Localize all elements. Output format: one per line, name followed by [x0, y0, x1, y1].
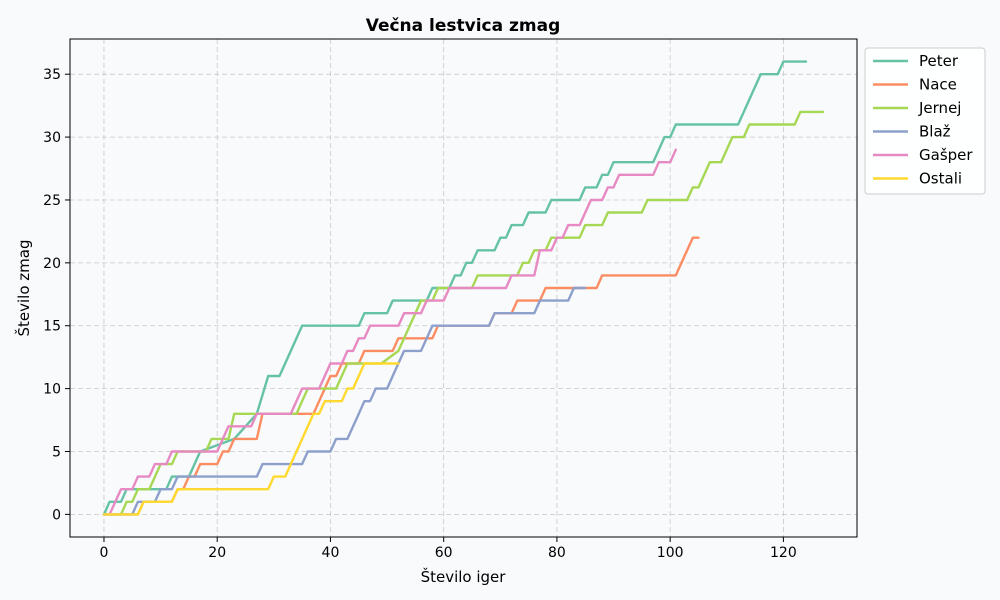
series-line-gasper: [102, 148, 677, 516]
legend-label-gasper: Gašper: [919, 146, 973, 164]
series-line-ostali: [102, 362, 400, 516]
y-tick-label: 10: [43, 382, 61, 398]
chart-title: Večna lestvica zmag: [366, 16, 561, 36]
y-tick-label: 35: [43, 67, 61, 83]
x-tick-label: 100: [657, 545, 684, 561]
y-axis-ticks: 0 5 10 15 20 25 30 35: [43, 67, 70, 523]
series-lines: [102, 60, 825, 516]
y-tick-label: 5: [52, 444, 61, 460]
x-axis-label: Število iger: [421, 567, 507, 586]
legend-label-nace: Nace: [919, 76, 957, 94]
series-line-peter: [102, 60, 808, 516]
x-tick-label: 20: [208, 545, 226, 561]
y-tick-label: 20: [43, 256, 61, 272]
y-tick-label: 30: [43, 130, 61, 146]
legend-label-ostali: Ostali: [919, 170, 962, 188]
x-tick-label: 120: [770, 545, 797, 561]
y-tick-label: 25: [43, 193, 61, 209]
plot-frame: [69, 38, 858, 538]
legend-items: Peter Nace Jernej Blaž Gašper Ostali: [873, 52, 973, 188]
legend-label-blaz: Blaž: [919, 123, 951, 141]
x-axis-ticks: 0 20 40 60 80 100 120: [100, 537, 797, 561]
x-tick-label: 0: [100, 545, 109, 561]
y-axis-label: Število zmag: [14, 240, 33, 337]
x-tick-label: 80: [548, 545, 566, 561]
y-tick-label: 15: [43, 319, 61, 335]
legend-label-jernej: Jernej: [918, 99, 961, 117]
legend-label-peter: Peter: [919, 52, 959, 70]
legend: Peter Nace Jernej Blaž Gašper Ostali: [864, 47, 986, 195]
series-line-blaz: [102, 286, 587, 516]
x-tick-label: 60: [435, 545, 453, 561]
x-tick-label: 40: [322, 545, 340, 561]
y-tick-label: 0: [52, 507, 61, 523]
series-line-nace: [102, 236, 700, 516]
